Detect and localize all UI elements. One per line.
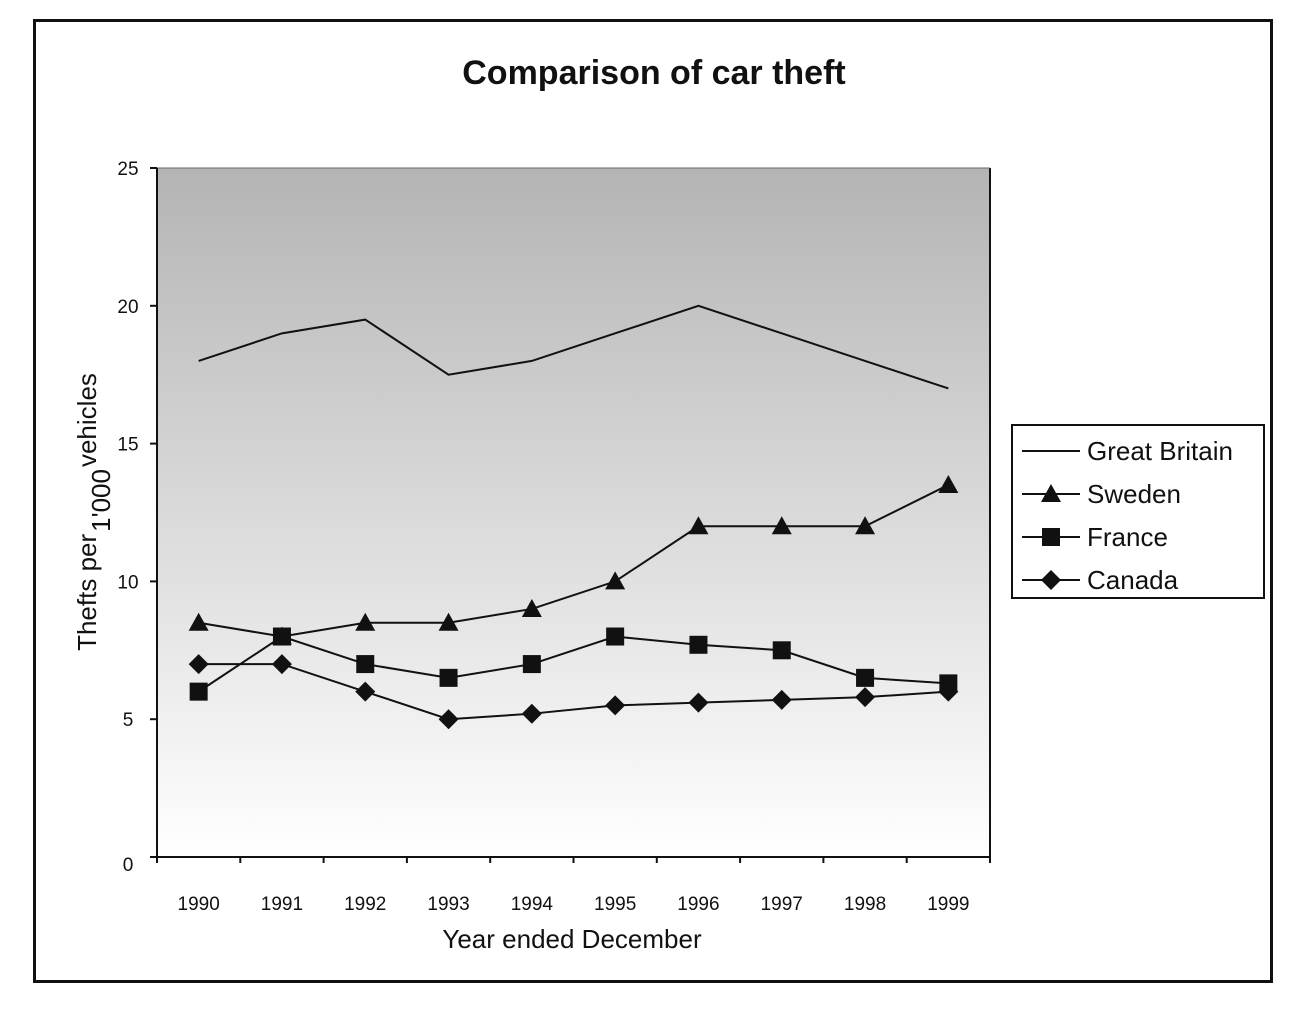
data-point — [271, 654, 292, 675]
series-layer — [188, 304, 959, 730]
y-tick-label: 25 — [117, 159, 138, 180]
legend-marker — [1042, 528, 1060, 546]
x-tick-label: 1998 — [844, 894, 886, 915]
data-point — [356, 655, 375, 674]
legend-label: Canada — [1087, 565, 1179, 595]
data-point — [188, 654, 209, 675]
data-point — [938, 681, 959, 702]
series-canada — [188, 654, 959, 730]
legend-label: Great Britain — [1087, 436, 1233, 466]
series-line — [198, 663, 949, 721]
plot-area — [157, 168, 990, 857]
legend-item: Sweden — [1022, 479, 1181, 509]
data-point — [855, 516, 876, 535]
data-point — [605, 695, 626, 716]
x-tick-label: 1999 — [927, 894, 969, 915]
legend-marker — [1041, 484, 1061, 502]
data-point — [689, 635, 708, 654]
y-tick-label: 5 — [123, 710, 134, 731]
data-point — [272, 627, 291, 646]
x-tick-label: 1992 — [344, 894, 386, 915]
data-point — [606, 627, 625, 646]
data-point — [521, 598, 542, 617]
series-line — [198, 635, 949, 693]
data-point — [688, 692, 709, 713]
series-great-britain — [198, 304, 949, 390]
data-point — [189, 682, 208, 701]
x-tick-label: 1994 — [511, 894, 554, 915]
y-tick-label: 10 — [117, 572, 138, 593]
data-point — [188, 612, 209, 631]
series-france — [189, 627, 958, 701]
data-point — [605, 571, 626, 590]
data-point — [938, 474, 959, 493]
data-point — [522, 655, 541, 674]
x-axis-label: Year ended December — [442, 924, 702, 954]
y-axis-label: Thefts per1'000vehicles — [72, 373, 116, 651]
data-point — [856, 668, 875, 687]
chart-title: Comparison of car theft — [462, 54, 845, 92]
data-point — [355, 612, 376, 631]
x-tick-label: 1997 — [761, 894, 803, 915]
legend-item: France — [1022, 522, 1168, 552]
data-point — [521, 703, 542, 724]
x-tick-label: 1995 — [594, 894, 636, 915]
data-point — [438, 612, 459, 631]
legend-label: France — [1087, 522, 1168, 552]
data-point — [771, 516, 792, 535]
legend-marker — [1041, 570, 1061, 590]
data-point — [438, 709, 459, 730]
legend: Great Britain Sweden France Canada — [1011, 424, 1265, 599]
y-tick-label: 0 — [123, 855, 134, 876]
x-tick-label: 1996 — [677, 894, 719, 915]
series-line — [198, 304, 949, 390]
series-sweden — [188, 474, 959, 645]
x-tick-label: 1993 — [427, 894, 469, 915]
data-point — [355, 681, 376, 702]
data-point — [771, 689, 792, 710]
x-tick-label: 1990 — [178, 894, 220, 915]
legend-box — [1011, 424, 1265, 599]
legend-item: Great Britain — [1022, 436, 1233, 466]
legend-item: Canada — [1022, 565, 1179, 595]
data-point — [439, 668, 458, 687]
x-tick-label: 1991 — [261, 894, 303, 915]
y-tick-label: 15 — [117, 435, 138, 456]
data-point — [688, 516, 709, 535]
axes: 0 5 10 15 20 25 1990 1991 1992 1993 1994 1995 1996 19… — [117, 159, 991, 915]
legend-label: Sweden — [1087, 479, 1181, 509]
series-line — [198, 484, 949, 638]
data-point — [772, 641, 791, 660]
y-tick-label: 20 — [117, 297, 138, 318]
data-point — [855, 687, 876, 708]
